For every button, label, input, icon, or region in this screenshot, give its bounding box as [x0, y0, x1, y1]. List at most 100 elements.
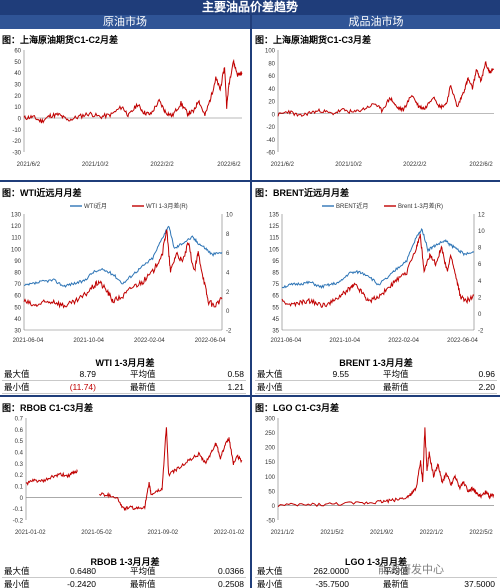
y-tick-label: 60: [14, 294, 21, 300]
legend-label: WTI 1-3月差(R): [146, 202, 188, 210]
y-tick-label: 100: [265, 475, 276, 481]
stats-title-lgo: LGO 1-3月月差: [344, 557, 407, 567]
y-tick-label: 0.4: [15, 451, 24, 457]
y-tick-label: 20: [268, 100, 275, 106]
y-tick-label: 135: [269, 213, 280, 219]
x-tick-label: 2021/5/2: [320, 530, 344, 536]
stat-label: 最新值: [381, 577, 433, 588]
x-tick-label: 2022-01-02: [214, 530, 245, 536]
y-tick-label: -30: [12, 151, 21, 157]
y-tick-label: 85: [272, 271, 279, 277]
series-line: [25, 427, 243, 512]
stat-label: 最新值: [128, 577, 180, 588]
stats-table-brent: 最大值 9.55 平均值 0.96 最小值 最新值 2.20: [255, 368, 497, 394]
y-tick-label: 45: [272, 317, 279, 323]
x-tick-label: 2021-09-02: [147, 530, 178, 536]
x-tick-label: 2021/6/2: [271, 162, 295, 168]
y2-tick-label: 6: [226, 251, 230, 257]
y-tick-label: 0.6: [15, 428, 24, 434]
stats-row: 最小值 -0.2420 最新值 0.2508: [2, 577, 246, 588]
stat-value: 0.96: [433, 368, 497, 381]
stats-row: 最小值 最新值 2.20: [255, 380, 497, 394]
stat-label: 平均值: [128, 368, 180, 381]
stats-table-lgo: 最大值 262.0000 平均值 最小值 -35.7500 最新值 37.500…: [255, 565, 497, 588]
left-column-header: 原油市场: [0, 15, 250, 29]
stat-value: 0.0366: [180, 565, 246, 578]
x-tick-label: 2021/9/2: [370, 530, 394, 536]
stat-value: 0.6480: [42, 565, 98, 578]
y-tick-label: 250: [265, 431, 276, 437]
stat-label: 平均值: [128, 565, 180, 578]
y2-tick-label: 0: [478, 312, 482, 318]
stat-value: [433, 565, 497, 578]
x-tick-label: 2021-05-02: [81, 530, 112, 536]
stat-label: 最大值: [255, 565, 295, 578]
y-tick-label: 35: [272, 329, 279, 335]
chart-title-wti: 图：WTI近远月月差: [2, 188, 82, 198]
series-line: [23, 229, 223, 309]
stats-title-rbob: RBOB 1-3月月差: [90, 557, 160, 567]
stat-label: 最大值: [2, 565, 42, 578]
stats-row: 最大值 8.79 平均值 0.58: [2, 368, 246, 381]
y-tick-label: 40: [14, 317, 21, 323]
stat-value: 262.0000: [295, 565, 351, 578]
x-tick-label: 2021/10/2: [335, 162, 362, 168]
x-tick-label: 2022-06-04: [447, 338, 478, 344]
series-line: [281, 227, 475, 289]
stat-value: -0.2420: [42, 577, 98, 588]
y-tick-label: -10: [12, 128, 21, 134]
legend-label: Brent 1-3月差(R): [398, 202, 443, 210]
chart-wti: 30 40 50 60 70 80 90 100 110 120 130 -2 0 2 4 6 8 10 2021-…: [11, 202, 233, 344]
x-tick-label: 2022-06-04: [195, 338, 226, 344]
y-tick-label: 100: [11, 247, 22, 253]
chart-title-rbob: 图：RBOB C1-C3月差: [2, 403, 94, 413]
y2-tick-label: 4: [478, 279, 482, 285]
y-tick-label: -0.2: [13, 519, 24, 525]
x-tick-label: 2021-10-04: [329, 338, 360, 344]
stat-value: 0.2508: [180, 577, 246, 588]
y-tick-label: 50: [268, 489, 275, 495]
stats-row: 最小值 -35.7500 最新值 37.5000: [255, 577, 497, 588]
y-tick-label: -20: [12, 139, 21, 145]
y-tick-label: 55: [272, 305, 279, 311]
chart-rbob: -0.2 -0.1 0 0.1 0.2 0.3 0.4 0.5 0.6 0.7 2021-01-02…: [13, 417, 245, 537]
chart-brent: 35 45 55 65 75 85 95 105 115 125 135 -2 0 2 4 6 8 10 12 202…: [269, 202, 485, 344]
y-tick-label: 130: [11, 213, 22, 219]
y-tick-label: -0.1: [13, 507, 24, 513]
stat-value: 2.20: [433, 380, 497, 394]
stat-value: 1.21: [180, 380, 246, 394]
stats-title-brent: BRENT 1-3月月差: [339, 358, 413, 368]
y-tick-label: 300: [265, 417, 276, 423]
stat-value: -35.7500: [295, 577, 351, 588]
stats-row: 最大值 0.6480 平均值 0.0366: [2, 565, 246, 578]
stat-label: 最大值: [255, 368, 295, 381]
series-line: [281, 233, 475, 308]
y-tick-label: 0: [18, 117, 22, 123]
y-tick-label: 50: [14, 305, 21, 311]
stat-value: (11.74): [42, 380, 98, 394]
y-tick-label: 105: [269, 247, 280, 253]
x-tick-label: 2021/1/2: [271, 530, 295, 536]
x-tick-label: 2021/10/2: [82, 162, 109, 168]
y-tick-label: 20: [14, 94, 21, 100]
y-tick-label: 65: [272, 294, 279, 300]
y-tick-label: 70: [14, 282, 21, 288]
x-tick-label: 2022/2/2: [150, 162, 174, 168]
series-line: [23, 58, 243, 124]
chart-sc-c1c3: -60 -40 -20 0 20 40 60 80 100 2021/6/2 2021/10/2 20…: [265, 49, 495, 168]
y-tick-label: 40: [14, 71, 21, 77]
y-tick-label: 0.5: [15, 439, 24, 445]
x-tick-label: 2022/2/2: [403, 162, 427, 168]
x-tick-label: 2022/6/2: [469, 162, 493, 168]
stat-value: 8.79: [42, 368, 98, 381]
stat-value: 0.58: [180, 368, 246, 381]
y-tick-label: 30: [14, 329, 21, 335]
x-tick-label: 2021-10-04: [73, 338, 104, 344]
y2-tick-label: 10: [226, 213, 233, 219]
stat-value: [295, 380, 351, 394]
stat-label: 最小值: [2, 577, 42, 588]
y-tick-label: 90: [14, 259, 21, 265]
y-tick-label: 100: [265, 49, 276, 55]
row-divider-2: [0, 395, 500, 397]
y-tick-label: 0.7: [15, 417, 24, 423]
